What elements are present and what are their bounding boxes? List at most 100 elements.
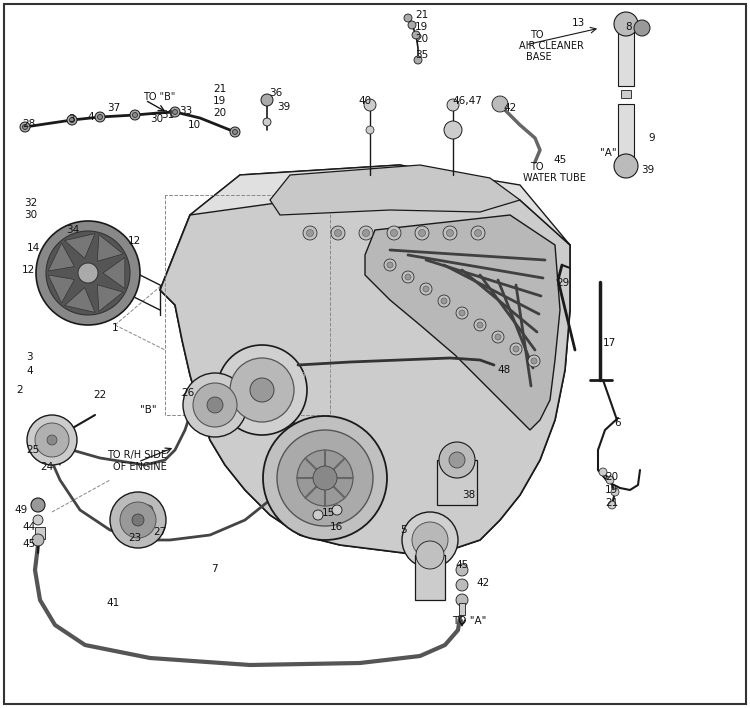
Polygon shape: [98, 285, 123, 312]
Circle shape: [423, 286, 429, 292]
Text: 34: 34: [66, 225, 80, 235]
Circle shape: [332, 505, 342, 515]
Text: 40: 40: [358, 96, 371, 106]
Circle shape: [420, 283, 432, 295]
Text: 21: 21: [213, 84, 226, 94]
Circle shape: [47, 435, 57, 445]
Polygon shape: [160, 190, 570, 555]
Text: 49: 49: [14, 505, 27, 515]
Circle shape: [492, 331, 504, 343]
Text: 12: 12: [128, 236, 141, 246]
Polygon shape: [160, 165, 570, 555]
Text: 3: 3: [68, 114, 74, 124]
Text: 16: 16: [330, 522, 344, 532]
Circle shape: [456, 564, 468, 576]
Text: 31: 31: [161, 110, 174, 120]
Circle shape: [313, 466, 337, 490]
Text: TO "A": TO "A": [452, 616, 486, 626]
Text: 23: 23: [128, 533, 141, 543]
Bar: [618, 104, 634, 162]
Polygon shape: [190, 165, 570, 245]
Circle shape: [438, 295, 450, 307]
Circle shape: [95, 112, 105, 122]
Circle shape: [528, 355, 540, 367]
Text: 4: 4: [26, 366, 33, 376]
Circle shape: [263, 416, 387, 540]
Circle shape: [439, 442, 475, 478]
Circle shape: [183, 373, 247, 437]
Circle shape: [31, 498, 45, 512]
Circle shape: [261, 94, 273, 106]
Circle shape: [446, 229, 454, 236]
Circle shape: [614, 154, 638, 178]
Circle shape: [443, 226, 457, 240]
Text: 45: 45: [22, 539, 35, 549]
Circle shape: [331, 226, 345, 240]
Text: 8: 8: [625, 22, 632, 32]
Circle shape: [130, 110, 140, 120]
Text: TO "B": TO "B": [143, 92, 176, 102]
Text: 1: 1: [112, 323, 118, 333]
Circle shape: [230, 358, 294, 422]
Bar: [415, 555, 445, 600]
Circle shape: [414, 56, 422, 64]
Polygon shape: [365, 215, 560, 430]
Circle shape: [207, 397, 223, 413]
Bar: [618, 28, 634, 86]
Circle shape: [456, 307, 468, 319]
Circle shape: [495, 334, 501, 340]
Text: 15: 15: [322, 508, 335, 518]
Bar: [35, 527, 45, 539]
Circle shape: [277, 430, 373, 526]
Circle shape: [232, 130, 238, 135]
Text: 26: 26: [181, 388, 194, 398]
Circle shape: [132, 514, 144, 526]
Text: 35: 35: [415, 50, 428, 60]
Circle shape: [492, 96, 508, 112]
Polygon shape: [98, 234, 123, 261]
Circle shape: [170, 107, 180, 117]
Text: 9: 9: [648, 133, 655, 143]
Text: 12: 12: [22, 265, 35, 275]
Circle shape: [230, 127, 240, 137]
Circle shape: [78, 263, 98, 283]
Text: 5: 5: [400, 525, 406, 535]
Polygon shape: [270, 165, 520, 215]
Circle shape: [412, 31, 420, 39]
Text: 4: 4: [87, 112, 94, 122]
Text: 30: 30: [150, 114, 164, 124]
Circle shape: [384, 259, 396, 271]
Text: 19: 19: [213, 96, 226, 106]
Bar: [459, 603, 465, 615]
Polygon shape: [103, 258, 125, 289]
Text: 45: 45: [455, 560, 468, 570]
Circle shape: [217, 345, 307, 435]
Circle shape: [263, 118, 271, 126]
Circle shape: [143, 505, 153, 515]
Circle shape: [46, 231, 130, 315]
Polygon shape: [48, 243, 74, 271]
Circle shape: [387, 262, 393, 268]
Text: 20: 20: [605, 472, 618, 482]
Text: TO R/H SIDE: TO R/H SIDE: [107, 450, 167, 460]
Circle shape: [32, 534, 44, 546]
Circle shape: [33, 515, 43, 525]
Circle shape: [419, 229, 425, 236]
Circle shape: [313, 510, 323, 520]
Circle shape: [362, 229, 370, 236]
Circle shape: [611, 488, 619, 496]
Text: 10: 10: [188, 120, 201, 130]
Circle shape: [110, 492, 166, 548]
Circle shape: [402, 271, 414, 283]
Circle shape: [387, 226, 401, 240]
Circle shape: [70, 118, 74, 122]
Circle shape: [614, 12, 638, 36]
Circle shape: [459, 310, 465, 316]
Bar: [621, 90, 631, 98]
Circle shape: [133, 113, 137, 118]
Text: 44: 44: [22, 522, 35, 532]
Circle shape: [20, 122, 30, 132]
Polygon shape: [48, 275, 74, 303]
Circle shape: [416, 541, 444, 569]
Circle shape: [120, 502, 156, 538]
